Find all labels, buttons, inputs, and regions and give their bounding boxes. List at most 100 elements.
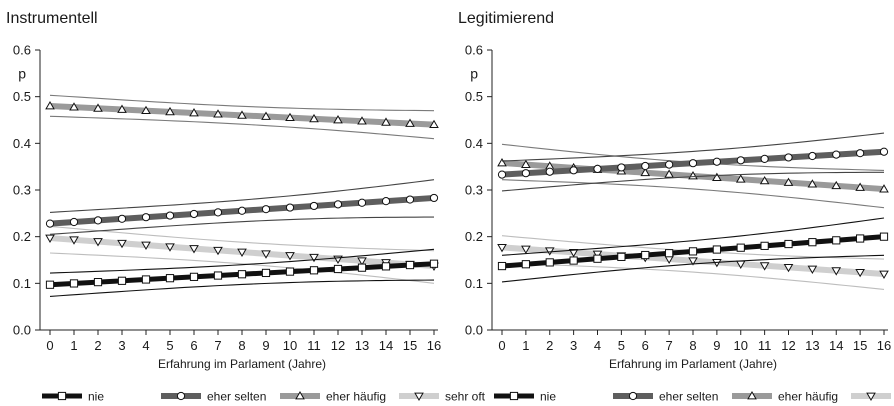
y-tick-label: 0.0 bbox=[465, 323, 483, 338]
data-point bbox=[333, 115, 343, 124]
data-point bbox=[285, 252, 295, 261]
data-point bbox=[712, 157, 721, 166]
data-point bbox=[189, 108, 199, 117]
data-point bbox=[285, 267, 295, 276]
series-nie bbox=[45, 248, 439, 297]
x-tick-label: 7 bbox=[214, 338, 221, 353]
data-point bbox=[429, 259, 439, 268]
ci-upper-line bbox=[49, 94, 435, 112]
data-point bbox=[357, 116, 367, 125]
data-point bbox=[879, 147, 889, 156]
ci-upper-line bbox=[49, 225, 435, 252]
data-point bbox=[879, 270, 889, 279]
data-point bbox=[688, 257, 698, 266]
data-point bbox=[45, 101, 55, 110]
data-point bbox=[568, 249, 579, 258]
y-tick-label: 0.3 bbox=[13, 183, 31, 198]
x-tick-label: 7 bbox=[666, 338, 673, 353]
series-nie bbox=[497, 217, 889, 283]
data-point bbox=[141, 275, 151, 284]
data-point bbox=[261, 111, 271, 120]
data-point bbox=[832, 236, 841, 245]
legend-item-sehr-oft: sehr oft bbox=[399, 390, 486, 404]
data-point bbox=[879, 184, 889, 193]
data-point bbox=[117, 104, 127, 113]
y-tick-label: 0.2 bbox=[465, 229, 483, 244]
data-point bbox=[213, 246, 223, 256]
legend-marker bbox=[176, 391, 186, 401]
data-point bbox=[593, 254, 602, 263]
data-point bbox=[856, 149, 865, 158]
x-tick-label: 14 bbox=[829, 338, 843, 353]
data-point bbox=[521, 245, 531, 255]
data-point bbox=[831, 180, 842, 190]
data-point bbox=[93, 103, 103, 112]
legend-label: eher selten bbox=[659, 390, 718, 404]
x-tick-label: 4 bbox=[594, 338, 601, 353]
data-point bbox=[165, 274, 175, 283]
ci-lower-line bbox=[49, 216, 435, 235]
data-point bbox=[189, 245, 199, 254]
data-point bbox=[759, 262, 770, 271]
data-point bbox=[783, 177, 794, 186]
data-point bbox=[237, 248, 247, 258]
ci-upper-line bbox=[49, 248, 435, 274]
legend-label: nie bbox=[540, 390, 556, 404]
data-point bbox=[381, 197, 391, 206]
x-tick-label: 3 bbox=[570, 338, 577, 353]
x-tick-label: 11 bbox=[758, 338, 772, 353]
x-tick-label: 8 bbox=[689, 338, 696, 353]
series-sehr-oft bbox=[45, 225, 439, 284]
legend-marker bbox=[295, 391, 305, 400]
data-point bbox=[521, 169, 530, 178]
data-point bbox=[569, 166, 578, 175]
x-tick-label: 5 bbox=[618, 338, 625, 353]
data-point bbox=[117, 276, 127, 285]
x-tick-label: 1 bbox=[70, 338, 77, 353]
data-point bbox=[237, 206, 247, 215]
legend-label: sehr oft bbox=[445, 390, 486, 404]
data-point bbox=[405, 118, 415, 127]
data-point bbox=[736, 243, 745, 252]
data-point bbox=[592, 250, 603, 260]
x-tick-label: 12 bbox=[781, 338, 795, 353]
y-axis-label: p bbox=[18, 65, 26, 81]
legend: nie eher selten eher häufig sehr oft bbox=[494, 390, 891, 404]
data-point bbox=[285, 112, 295, 122]
data-point bbox=[405, 195, 415, 204]
x-tick-label: 9 bbox=[262, 338, 269, 353]
data-point bbox=[213, 271, 223, 280]
data-point bbox=[545, 167, 554, 176]
ci-upper-line bbox=[501, 217, 885, 256]
data-point bbox=[855, 182, 865, 191]
data-point bbox=[405, 260, 415, 270]
data-point bbox=[617, 163, 626, 172]
x-tick-label: 0 bbox=[498, 338, 505, 353]
data-point bbox=[141, 241, 151, 251]
data-point bbox=[832, 150, 841, 159]
legend-label: eher häufig bbox=[778, 390, 838, 404]
data-point bbox=[784, 239, 793, 249]
legend-label: eher häufig bbox=[326, 390, 386, 404]
data-point bbox=[545, 258, 554, 267]
data-point bbox=[189, 272, 199, 281]
data-point bbox=[69, 217, 79, 227]
data-point bbox=[309, 253, 319, 263]
data-point bbox=[688, 247, 698, 256]
x-tick-label: 16 bbox=[877, 338, 891, 353]
data-point bbox=[807, 179, 818, 188]
panel-title: Instrumentell bbox=[6, 10, 98, 27]
x-axis-label: Erfahrung im Parlament (Jahre) bbox=[609, 357, 777, 371]
y-tick-label: 0.5 bbox=[13, 89, 31, 104]
legend-item-eher-haeufig: eher häufig bbox=[280, 390, 386, 404]
legend-label: eher selten bbox=[207, 390, 266, 404]
x-tick-label: 8 bbox=[238, 338, 245, 353]
data-point bbox=[189, 209, 199, 219]
data-point bbox=[569, 256, 578, 265]
x-tick-label: 11 bbox=[307, 338, 321, 353]
ci-lower-line bbox=[49, 252, 435, 284]
y-tick-label: 0.3 bbox=[465, 183, 483, 198]
data-point bbox=[856, 234, 865, 243]
x-tick-label: 14 bbox=[379, 338, 393, 353]
